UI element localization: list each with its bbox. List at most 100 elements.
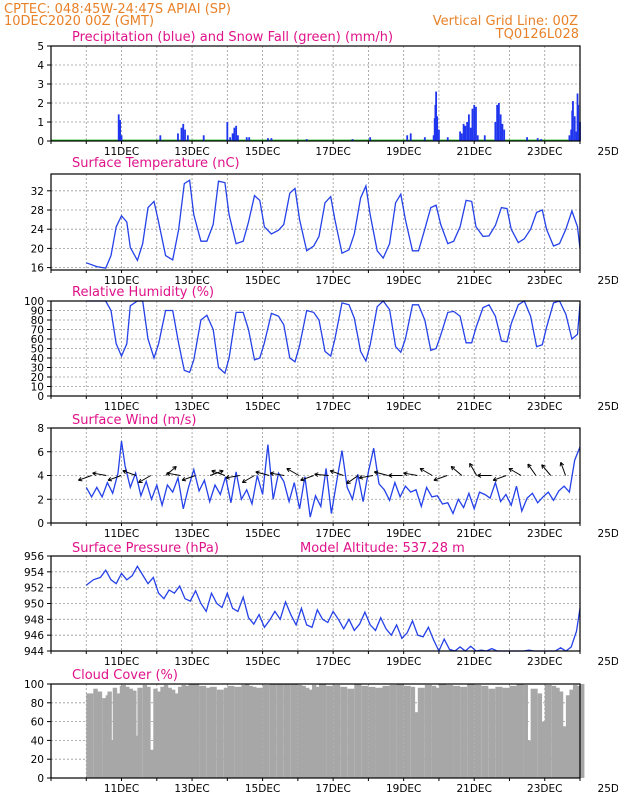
x-tick-label: 15DEC xyxy=(245,656,280,668)
wind-arrow-head xyxy=(300,479,305,482)
cloud-bar xyxy=(86,693,94,778)
precip-bar xyxy=(119,120,122,141)
x-tick-label: 23DEC xyxy=(527,275,562,287)
cloud-bar xyxy=(315,686,320,778)
cloud-bar xyxy=(558,691,564,778)
wind-arrow xyxy=(122,470,137,476)
y-tick-label: 20 xyxy=(31,243,44,255)
cloud-bar xyxy=(269,684,277,778)
humidity-frame xyxy=(50,300,581,397)
wind-arrow-head xyxy=(477,475,482,478)
cloud-bar xyxy=(347,688,355,778)
y-tick-label: 20 xyxy=(31,372,44,384)
cloud-bar xyxy=(562,726,567,778)
wind-arrow-head xyxy=(541,464,546,467)
cloud-bar xyxy=(199,685,207,778)
header-date: 10DEC2020 00Z (GMT) xyxy=(4,14,154,29)
cloud-bar xyxy=(146,686,151,778)
wind-arrow-head xyxy=(220,470,224,475)
cloud-bar xyxy=(227,685,235,778)
cloud-bar xyxy=(107,691,112,778)
precip-bar xyxy=(432,135,435,141)
precip-bar xyxy=(496,104,499,141)
cloud-bar xyxy=(132,690,137,778)
wind-arrow-head xyxy=(477,473,482,476)
precip-bar xyxy=(468,114,470,141)
precip-bar xyxy=(177,133,179,141)
precip-bar xyxy=(235,125,238,141)
cloud-bar xyxy=(174,693,179,778)
cloud-bar xyxy=(206,687,211,778)
cloud-bar xyxy=(125,686,130,778)
wind-arrow-head xyxy=(286,468,290,473)
precip-bar xyxy=(469,127,472,141)
cloud-bar xyxy=(276,684,284,778)
cloud-bar xyxy=(580,684,585,778)
wind-arrow xyxy=(138,475,152,483)
wind-arrow xyxy=(330,470,344,476)
wind-arrow xyxy=(560,462,567,476)
cloud-panel: 0 20 40 60 80 100 11DEC 13DEC 15DEC 17DEC 19DEC 21D… xyxy=(24,679,618,795)
cloud-bar xyxy=(149,749,155,778)
cloud-frame xyxy=(50,683,581,779)
x-tick-label: 13DEC xyxy=(174,146,209,158)
precip-panel: 0 1 2 3 4 5 11DEC 13DEC 15DEC 17DEC 19DEC 21DEC 23DE… xyxy=(37,41,618,158)
cloud-bar xyxy=(116,693,121,778)
wind-arrow xyxy=(527,463,537,476)
wind-arrow-head xyxy=(181,476,186,481)
y-tick-label: 950 xyxy=(24,599,44,611)
y-tick-label: 60 xyxy=(31,717,44,729)
x-tick-label: 23DEC xyxy=(527,783,562,795)
cloud-bar xyxy=(530,688,538,778)
wind-arrow-head xyxy=(300,476,304,481)
y-tick-label: 100 xyxy=(24,296,44,308)
cloud-bar xyxy=(181,684,186,778)
y-tick-label: 0 xyxy=(37,773,44,785)
wind-arrow-head xyxy=(122,469,127,472)
wind-arrow-head xyxy=(374,470,379,473)
cloud-bar xyxy=(555,687,560,778)
x-tick-label: 11DEC xyxy=(104,528,139,540)
wind-arrow-head xyxy=(527,463,532,467)
x-tick-label: 19DEC xyxy=(386,146,421,158)
x-tick-label: 21DEC xyxy=(456,275,491,287)
temp-panel: 16 20 24 28 32 11DEC 13DEC 15DEC 17DEC 19DEC 21DEC… xyxy=(31,173,618,287)
x-tick-label: 11DEC xyxy=(104,401,139,413)
x-tick-label: 11DEC xyxy=(104,656,139,668)
precip-bar xyxy=(237,135,239,141)
x-tick-label: 13DEC xyxy=(174,401,209,413)
precip-bar xyxy=(570,129,573,141)
y-tick-label: 16 xyxy=(31,263,45,275)
x-tick-label: 13DEC xyxy=(174,275,209,287)
wind-arrow-head xyxy=(182,479,187,482)
cloud-bar xyxy=(262,684,270,778)
temp-frame xyxy=(50,173,581,271)
y-tick-label: 5 xyxy=(37,41,44,53)
y-tick-label: 2 xyxy=(37,494,44,506)
temp-title: Surface Temperature (nC) xyxy=(72,156,240,171)
precip-bar xyxy=(438,129,440,141)
wind-arrow xyxy=(107,475,122,481)
wind-arrow xyxy=(492,475,507,481)
wind-arrow-head xyxy=(138,478,142,483)
wind-arrow xyxy=(225,475,240,479)
cloud-bar xyxy=(170,689,176,778)
x-tick-label: 13DEC xyxy=(174,656,209,668)
wind-series-line xyxy=(85,441,581,518)
precip-bar xyxy=(180,127,183,141)
wind-arrow xyxy=(255,471,270,476)
precip-bar xyxy=(503,129,506,141)
x-tick-label: 17DEC xyxy=(315,275,350,287)
cloud-bar xyxy=(112,687,118,778)
cloud-bar xyxy=(417,687,425,778)
wind-arrow xyxy=(166,472,181,476)
cloud-bar xyxy=(185,685,190,778)
precip-bar xyxy=(476,135,479,141)
wind-arrow-head xyxy=(219,469,224,472)
y-tick-label: 60 xyxy=(31,334,44,346)
y-tick-label: 952 xyxy=(24,583,44,595)
y-tick-label: 944 xyxy=(24,646,44,658)
wind-arrow xyxy=(211,470,226,476)
wind-arrow xyxy=(508,468,522,476)
x-tick-label: 17DEC xyxy=(315,401,350,413)
